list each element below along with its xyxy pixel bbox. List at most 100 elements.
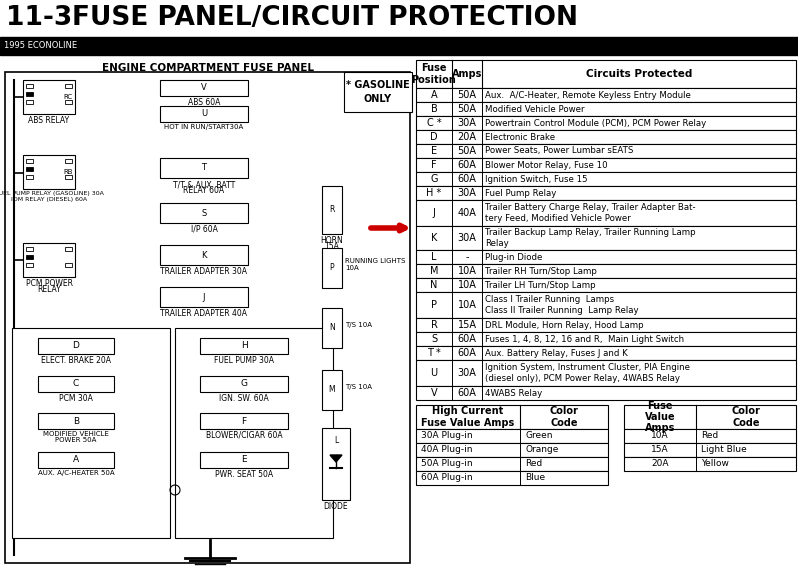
Bar bbox=[160, 158, 248, 178]
Text: B: B bbox=[431, 104, 437, 114]
Bar bbox=[416, 226, 796, 250]
Bar bbox=[322, 308, 342, 348]
Text: Red: Red bbox=[701, 431, 718, 441]
Text: RELAY 60A: RELAY 60A bbox=[184, 186, 224, 195]
Text: MODIFIED VEHICLE: MODIFIED VEHICLE bbox=[43, 431, 109, 437]
Text: G: G bbox=[430, 174, 438, 184]
Text: D: D bbox=[430, 132, 438, 142]
Text: Aux. Battery Relay, Fuses J and K: Aux. Battery Relay, Fuses J and K bbox=[485, 349, 628, 357]
Bar bbox=[65, 175, 72, 179]
Text: 30A Plug-in: 30A Plug-in bbox=[421, 431, 472, 441]
Text: 20A: 20A bbox=[651, 459, 669, 469]
Text: I/P 60A: I/P 60A bbox=[191, 225, 217, 234]
Text: E: E bbox=[431, 146, 437, 156]
Text: 15A: 15A bbox=[651, 445, 669, 455]
Bar bbox=[26, 167, 33, 171]
Polygon shape bbox=[330, 455, 342, 462]
Text: Green: Green bbox=[525, 431, 552, 441]
Text: 50A: 50A bbox=[457, 90, 476, 100]
Bar bbox=[160, 245, 248, 265]
Bar bbox=[160, 80, 248, 96]
Text: Ignition Switch, Fuse 15: Ignition Switch, Fuse 15 bbox=[485, 174, 587, 184]
Bar bbox=[65, 247, 72, 251]
Text: TRAILER ADAPTER 40A: TRAILER ADAPTER 40A bbox=[160, 309, 247, 318]
Bar bbox=[26, 255, 33, 259]
Bar bbox=[65, 159, 72, 163]
Text: 50A: 50A bbox=[457, 146, 476, 156]
Text: IGN. SW. 60A: IGN. SW. 60A bbox=[219, 394, 269, 403]
Bar bbox=[160, 287, 248, 307]
Text: POWER 50A: POWER 50A bbox=[55, 437, 97, 443]
Text: B: B bbox=[73, 416, 79, 426]
Text: S: S bbox=[431, 334, 437, 344]
Text: 40A Plug-in: 40A Plug-in bbox=[421, 445, 472, 455]
Text: Circuits Protected: Circuits Protected bbox=[586, 69, 692, 79]
Text: Color
Code: Color Code bbox=[732, 406, 760, 428]
Text: E: E bbox=[241, 455, 247, 465]
Bar bbox=[26, 84, 33, 88]
Text: Yellow: Yellow bbox=[701, 459, 729, 469]
Text: N: N bbox=[329, 324, 335, 332]
Text: Class I Trailer Running  Lamps
Class II Trailer Running  Lamp Relay: Class I Trailer Running Lamps Class II T… bbox=[485, 295, 638, 315]
Text: PWR. SEAT 50A: PWR. SEAT 50A bbox=[215, 470, 273, 479]
Text: A: A bbox=[73, 455, 79, 465]
Text: P: P bbox=[330, 264, 334, 272]
Text: RUNNING LIGHTS: RUNNING LIGHTS bbox=[345, 258, 405, 264]
Text: Fuel Pump Relay: Fuel Pump Relay bbox=[485, 188, 556, 198]
Bar bbox=[26, 159, 33, 163]
Bar bbox=[416, 471, 608, 485]
Text: 15A: 15A bbox=[457, 320, 476, 330]
Text: RELAY: RELAY bbox=[38, 285, 61, 294]
Text: A: A bbox=[431, 90, 437, 100]
Text: 60A Plug-in: 60A Plug-in bbox=[421, 473, 472, 483]
Text: M: M bbox=[329, 385, 335, 395]
Bar bbox=[65, 263, 72, 267]
Text: Plug-in Diode: Plug-in Diode bbox=[485, 252, 543, 262]
Text: Powertrain Control Module (PCM), PCM Power Relay: Powertrain Control Module (PCM), PCM Pow… bbox=[485, 118, 706, 128]
Bar bbox=[416, 200, 796, 226]
Text: Blue: Blue bbox=[525, 473, 545, 483]
Bar bbox=[322, 428, 350, 500]
Text: N: N bbox=[430, 280, 437, 290]
Text: 30A: 30A bbox=[457, 118, 476, 128]
Text: U: U bbox=[201, 110, 207, 118]
Bar bbox=[175, 328, 333, 538]
Bar bbox=[624, 443, 796, 457]
Text: Light Blue: Light Blue bbox=[701, 445, 747, 455]
Bar bbox=[12, 328, 170, 538]
Text: F: F bbox=[242, 416, 247, 426]
Text: J: J bbox=[433, 208, 436, 218]
Text: 30A: 30A bbox=[457, 233, 476, 243]
Bar bbox=[416, 457, 608, 471]
Bar bbox=[416, 278, 796, 292]
Bar bbox=[65, 100, 72, 104]
Text: T/T & AUX. BATT: T/T & AUX. BATT bbox=[173, 180, 235, 189]
Bar bbox=[416, 250, 796, 264]
Bar bbox=[416, 405, 608, 429]
Text: RB: RB bbox=[64, 169, 73, 175]
Text: Modified Vehicle Power: Modified Vehicle Power bbox=[485, 104, 584, 114]
Bar bbox=[416, 88, 796, 102]
Text: Trailer Battery Charge Relay, Trailer Adapter Bat-
tery Feed, Modified Vehicle P: Trailer Battery Charge Relay, Trailer Ad… bbox=[485, 203, 696, 223]
Text: 15A: 15A bbox=[325, 242, 339, 251]
Bar bbox=[624, 457, 796, 471]
Text: M: M bbox=[430, 266, 438, 276]
Text: FUEL PUMP 30A: FUEL PUMP 30A bbox=[214, 356, 274, 365]
Text: T/S 10A: T/S 10A bbox=[345, 384, 372, 390]
Text: AUX. A/C-HEATER 50A: AUX. A/C-HEATER 50A bbox=[38, 470, 114, 476]
Text: Color
Code: Color Code bbox=[550, 406, 579, 428]
Bar bbox=[624, 405, 796, 429]
Text: Orange: Orange bbox=[525, 445, 559, 455]
Bar bbox=[65, 84, 72, 88]
Text: C: C bbox=[73, 380, 79, 388]
Bar bbox=[26, 247, 33, 251]
Text: Trailer Backup Lamp Relay, Trailer Running Lamp
Relay: Trailer Backup Lamp Relay, Trailer Runni… bbox=[485, 228, 696, 248]
Bar bbox=[344, 72, 412, 112]
Bar bbox=[322, 248, 342, 288]
Text: D: D bbox=[73, 342, 80, 350]
Text: Ignition System, Instrument Cluster, PIA Engine
(diesel only), PCM Power Relay, : Ignition System, Instrument Cluster, PIA… bbox=[485, 363, 690, 383]
Bar bbox=[416, 443, 608, 457]
Text: G: G bbox=[240, 380, 247, 388]
Bar bbox=[416, 264, 796, 278]
Text: 10A: 10A bbox=[457, 280, 476, 290]
